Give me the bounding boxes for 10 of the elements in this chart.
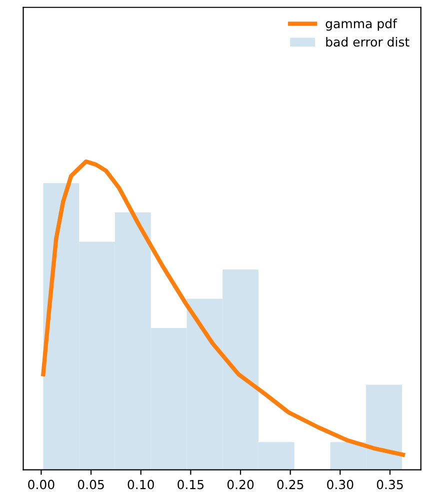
x-tick-label: 0.20 xyxy=(227,480,254,490)
x-tick-label: 0.35 xyxy=(376,480,403,490)
x-tick-label: 0.25 xyxy=(277,480,304,490)
legend-label: gamma pdf xyxy=(326,18,398,31)
x-tick-label: 0.30 xyxy=(327,480,354,490)
x-tick-label: 0.00 xyxy=(28,480,54,490)
x-tick-label: 0.10 xyxy=(128,480,154,490)
legend-label: bad error dist xyxy=(326,36,410,47)
x-tick-label: 0.05 xyxy=(78,480,104,490)
x-tick-label: 0.15 xyxy=(178,480,204,490)
